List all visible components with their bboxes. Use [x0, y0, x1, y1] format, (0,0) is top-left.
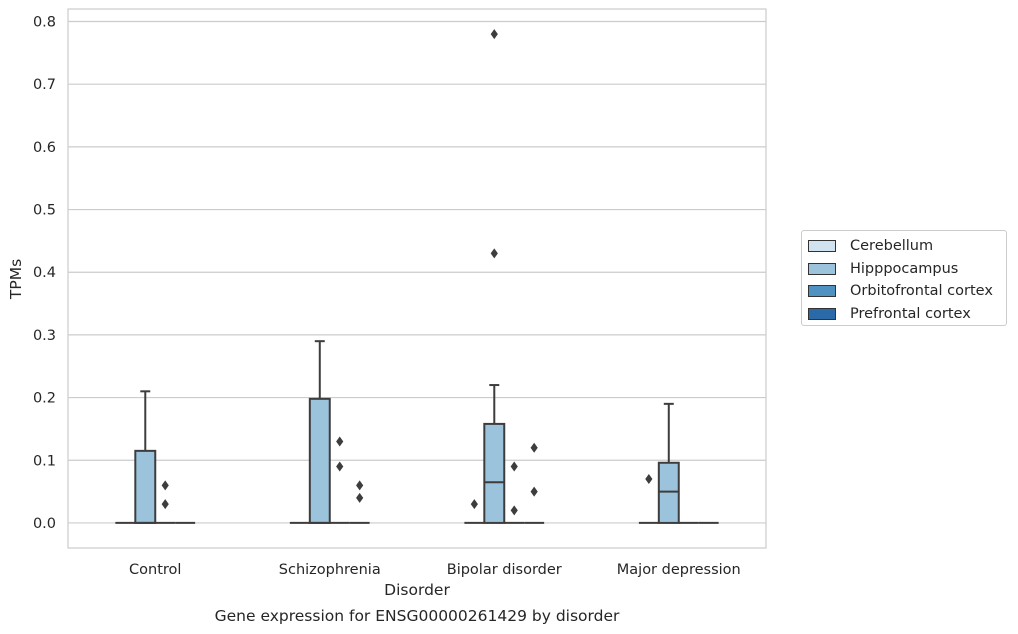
legend-label: Hipppocampus [850, 260, 959, 277]
outlier-point [336, 436, 344, 447]
chart-caption: Gene expression for ENSG00000261429 by d… [214, 607, 620, 625]
x-tick-label: Control [129, 562, 181, 578]
outlier-point [530, 442, 538, 453]
outlier-point [336, 461, 344, 472]
legend-item: Cerebellum [808, 235, 1000, 258]
box-hipppocampus [483, 422, 506, 524]
outlier-point [490, 29, 498, 40]
y-tick-label: 0.4 [33, 265, 56, 281]
outlier-point [510, 461, 518, 472]
box-hipppocampus [308, 397, 331, 524]
outlier-point [356, 492, 364, 503]
box-marks [115, 29, 719, 524]
grid-lines [68, 20, 766, 524]
outlier-point [530, 486, 538, 497]
legend-item: Orbitofrontal cortex [808, 280, 1000, 303]
outlier-point [645, 474, 653, 485]
legend-label: Orbitofrontal cortex [850, 283, 993, 300]
legend-item: Prefrontal cortex [808, 303, 1000, 326]
legend-label: Prefrontal cortex [850, 306, 971, 323]
outlier-point [161, 499, 169, 510]
y-tick-label: 0.8 [33, 15, 56, 31]
x-tick-label: Major depression [617, 562, 741, 578]
outlier-point [161, 480, 169, 491]
y-tick-label: 0.6 [33, 140, 56, 156]
y-tick-label: 0.1 [33, 453, 56, 469]
box-hipppocampus [134, 449, 157, 524]
y-tick-label: 0.7 [33, 77, 56, 93]
x-axis-ticks: Control Schizophrenia Bipolar disorder Majo… [129, 562, 741, 578]
x-tick-label: Schizophrenia [279, 562, 381, 578]
y-axis-ticks: 0.0 0.1 0.2 0.3 0.4 0.5 0.6 0.7 0.8 [33, 15, 56, 532]
legend-swatch [808, 308, 836, 321]
legend: Cerebellum Hipppocampus Orbitofrontal cort… [801, 230, 1007, 326]
y-axis-label: TPMs [7, 259, 25, 300]
outlier-point [356, 480, 364, 491]
legend-swatch [808, 285, 836, 298]
y-tick-label: 0.3 [33, 328, 56, 344]
y-tick-label: 0.5 [33, 203, 56, 219]
outlier-point [490, 248, 498, 259]
legend-item: Hipppocampus [808, 258, 1000, 281]
box-hipppocampus [657, 461, 680, 524]
y-tick-label: 0.0 [33, 516, 56, 532]
outlier-point [510, 505, 518, 516]
legend-swatch [808, 262, 836, 275]
y-tick-label: 0.2 [33, 391, 56, 407]
outlier-point [470, 499, 478, 510]
plot-frame [67, 8, 767, 549]
legend-label: Cerebellum [850, 238, 934, 255]
legend-swatch [808, 240, 836, 253]
x-axis-label: Disorder [384, 581, 450, 599]
x-tick-label: Bipolar disorder [447, 562, 562, 578]
